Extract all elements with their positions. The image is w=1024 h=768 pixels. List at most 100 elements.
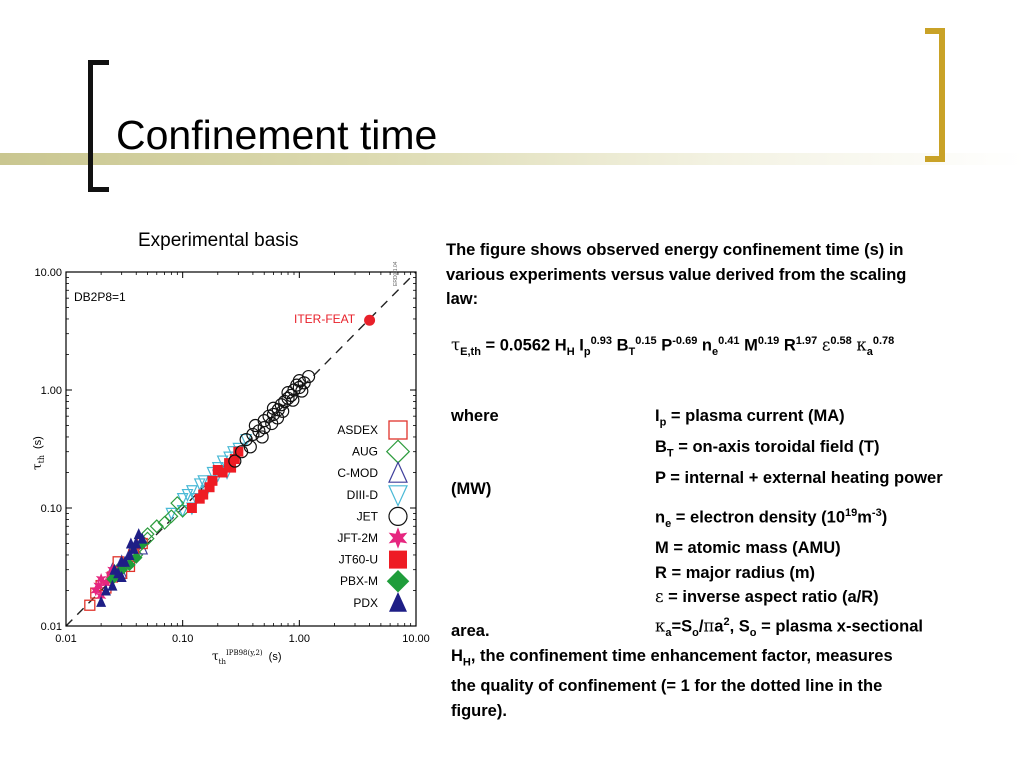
y-axis-label: τth(s) [30, 436, 46, 470]
legend-label: DIII-D [347, 488, 379, 502]
hh-line: HH, the confinement time enhancement fac… [451, 646, 893, 668]
axis-ticks: 0.01 0.10 1.00 10.00 0.01 0.10 1.00 10.00 [34, 267, 429, 645]
data-point-pdx [100, 584, 111, 596]
definition-ne: ne = electron density (1019m-3) [655, 507, 888, 530]
x-tick-label: 0.01 [55, 633, 76, 645]
y-axis-label-group: τth(s) [30, 436, 46, 470]
data-point-jt60-u [204, 482, 215, 493]
hh-line: the quality of confinement (= 1 for the … [451, 677, 883, 696]
legend-marker [388, 420, 408, 440]
definition-ip: Ip = plasma current (MA) [655, 407, 845, 429]
left-bracket-decoration [88, 60, 109, 192]
data-point-jt60-u [226, 462, 237, 473]
y-tick-label: 0.10 [41, 503, 62, 515]
data-point-pdx [116, 571, 127, 583]
figure-subtitle: Experimental basis [138, 230, 299, 251]
x-tick-label: 1.00 [289, 633, 310, 645]
scaling-law-formula: τE,th = 0.0562 HH Ip0.93 BT0.15 P-0.69 n… [451, 335, 895, 358]
data-point-pdx [125, 537, 136, 549]
x-axis-label: τthIPB98(y,2) (s) [212, 649, 282, 666]
data-point-pdx [124, 548, 135, 560]
legend-label: JFT-2M [337, 531, 378, 545]
legend-marker [389, 592, 407, 612]
data-point-jet [281, 386, 295, 400]
confinement-scatter-chart: 0.01 0.10 1.00 10.00 0.01 0.10 1.00 10.00 ASDEX… [30, 261, 430, 666]
data-point-aug [175, 503, 190, 518]
intro-text: The figure shows observed energy confine… [446, 238, 906, 312]
data-point-diii-d [165, 507, 178, 521]
data-point-diii-d [197, 475, 210, 489]
data-point-jft-2m [95, 573, 107, 586]
legend-marker [388, 527, 408, 549]
data-point-diii-d [185, 485, 198, 499]
y-tick-label: 1.00 [41, 385, 62, 397]
hh-line: figure). [451, 701, 507, 720]
data-point-jet [243, 440, 257, 454]
x-tick-label: 0.10 [172, 633, 193, 645]
data-point-jft-2m [90, 584, 101, 597]
data-point-jet [276, 404, 290, 418]
data-point-jt60-u [233, 446, 244, 457]
definition-r: R = major radius (m) [655, 563, 815, 582]
data-point-jet [257, 421, 271, 435]
intro-line: The figure shows observed energy confine… [446, 241, 904, 259]
x-axis-label-group: τthIPB98(y,2) (s) [212, 649, 282, 666]
data-point-aug [157, 515, 172, 530]
data-point-jt60-u [207, 475, 218, 486]
y-tick-label: 0.01 [41, 621, 62, 633]
data-point-jet [255, 430, 269, 444]
definitions-list-2: ne = electron density (1019m-3) M = atom… [655, 501, 923, 645]
legend-label: AUG [352, 445, 378, 459]
data-point-diii-d [181, 488, 194, 503]
data-point-pbx-m [129, 551, 143, 564]
iter-feat-point [364, 314, 376, 326]
definition-kappa-continued: area. [451, 622, 490, 640]
iter-feat-label: ITER-FEAT [294, 312, 356, 326]
data-point-asdex [84, 599, 96, 611]
definition-p: P = internal + external heating power [655, 468, 943, 487]
where-label: where [451, 407, 499, 425]
legend-label: ASDEX [337, 423, 378, 437]
data-point-diii-d [193, 478, 206, 492]
data-point-diii-d [240, 433, 253, 448]
hh-explanation: area. HH, the confinement time enhanceme… [451, 619, 893, 723]
data-point-jt60-u [217, 467, 228, 478]
definition-m: M = atomic mass (AMU) [655, 539, 841, 558]
right-bracket-decoration [925, 28, 945, 162]
data-point-aug [149, 519, 164, 534]
data-point-pdx [96, 595, 107, 607]
legend-marker [388, 460, 408, 483]
legend-label: C-MOD [337, 466, 378, 480]
legend-label: PDX [353, 596, 378, 610]
data-point-jt60-u [229, 454, 240, 465]
x-tick-label: 10.00 [402, 633, 430, 645]
data-point-jet [257, 414, 271, 428]
legend-label: JT60-U [339, 553, 378, 567]
figure-stamp: ERD0.1.04 [393, 261, 399, 286]
legend-label: PBX-M [340, 574, 378, 588]
data-point-jft-2m [93, 579, 104, 592]
intro-line: law: [446, 290, 479, 308]
legend-marker [386, 569, 410, 593]
definition-p-continued: (MW) [451, 480, 492, 498]
definition-eps: ε = inverse aspect ratio (a/R) [655, 587, 879, 607]
legend-label: JET [357, 509, 379, 523]
definition-kappa: κa=So/πa2, So = plasma x-sectional [655, 615, 923, 639]
data-point-jet [228, 454, 242, 468]
database-label: DB2P8=1 [74, 290, 126, 304]
data-point-jet [239, 432, 253, 447]
data-point-diii-d [176, 505, 189, 519]
data-points [84, 314, 376, 611]
data-point-jt60-u [186, 503, 197, 513]
data-point-jet [265, 416, 279, 431]
legend: ASDEX AUG C-MOD DIII-D JET JFT-2M JT60-U PBX-M P… [337, 420, 411, 612]
y-tick-label: 10.00 [34, 267, 62, 279]
data-point-jft-2m [100, 577, 112, 590]
definitions-list: Ip = plasma current (MA) BT = on-axis to… [655, 404, 943, 490]
slide-title: Confinement time [116, 112, 438, 158]
data-point-jet [266, 407, 281, 422]
legend-marker [388, 485, 408, 508]
data-point-jet [292, 380, 306, 395]
legend-marker [389, 550, 407, 569]
title-accent-band [0, 153, 1024, 165]
